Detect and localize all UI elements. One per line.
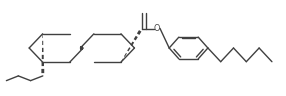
Text: O: O xyxy=(154,24,160,33)
